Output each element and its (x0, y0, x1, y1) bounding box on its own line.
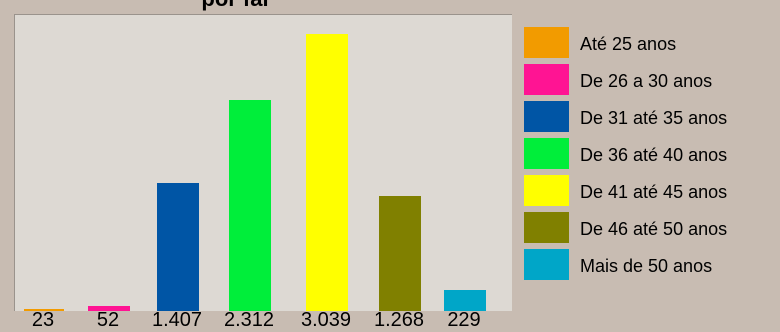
legend-swatch-7 (524, 249, 569, 280)
legend-swatch-5 (524, 175, 569, 206)
x-value-label-1: 23 (31, 309, 55, 331)
legend-label-5: De 41 até 45 anos (580, 182, 728, 202)
legend-label-7: Mais de 50 anos (580, 256, 713, 276)
x-value-label-5: 3.039 (300, 309, 352, 331)
x-value-label-4: 2.312 (223, 309, 275, 331)
legend-label-4: De 36 até 40 anos (580, 145, 728, 165)
legend-label-3: De 31 até 35 anos (580, 108, 728, 128)
bar-4 (229, 100, 271, 311)
legend-swatch-2 (524, 64, 569, 95)
bar-5 (306, 34, 348, 311)
bar-6 (379, 195, 421, 311)
chart-plot-area (14, 14, 512, 311)
x-value-label-7: 229 (447, 309, 481, 331)
legend-label-2: De 26 a 30 anos (580, 71, 713, 91)
bar-7 (444, 290, 486, 311)
legend-swatch-4 (524, 138, 569, 169)
x-value-label-3: 1.407 (151, 309, 203, 331)
chart-title-fragment: por fai (0, 0, 470, 12)
x-value-label-6: 1.268 (373, 309, 425, 331)
legend-label-6: De 46 até 50 anos (580, 219, 728, 239)
legend-swatch-3 (524, 101, 569, 132)
legend-swatch-6 (524, 212, 569, 243)
legend-label-1: Até 25 anos (580, 34, 677, 54)
bar-1 (24, 308, 64, 311)
bar-3 (157, 182, 199, 311)
legend-swatch-1 (524, 27, 569, 58)
bar-2 (88, 306, 130, 311)
x-value-label-2: 52 (96, 309, 120, 331)
